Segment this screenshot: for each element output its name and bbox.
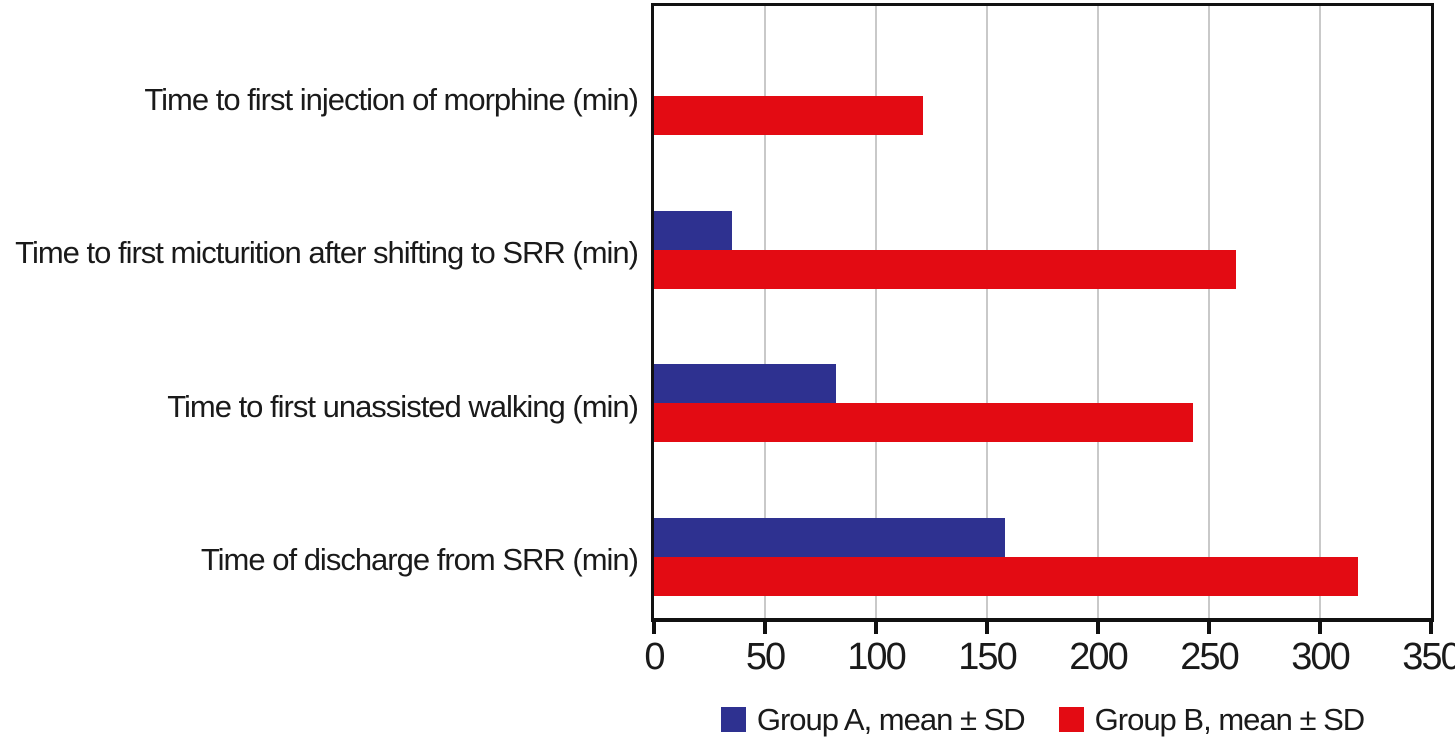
- legend-label-group-a: Group A, mean ± SD: [756, 701, 1026, 737]
- legend-swatch-group-a: [720, 706, 746, 732]
- bar-series-group-b-row-3: [654, 403, 1194, 443]
- x-axis-ticks: [652, 622, 1433, 636]
- tick-label-250: 250: [1180, 636, 1239, 678]
- category-label-1: Time to first injection of morphine (min…: [144, 81, 639, 117]
- category-label-2: Time to first micturition after shifting…: [15, 235, 639, 271]
- bar-group-row-3: [654, 364, 1431, 443]
- tick-mark-100: [873, 622, 878, 634]
- tick-mark-350: [1429, 622, 1433, 634]
- category-label-3: Time to first unassisted walking (min): [167, 388, 639, 424]
- tick-mark-200: [1095, 622, 1100, 634]
- legend-item-group-a: Group A, mean ± SD: [720, 701, 1026, 737]
- tick-label-300: 300: [1291, 636, 1350, 678]
- tick-mark-250: [1207, 622, 1211, 634]
- legend-item-group-b: Group B, mean ± SD: [1058, 701, 1366, 737]
- x-axis-tick-labels: 0 50 100 150 200 250 300 350: [644, 636, 1455, 682]
- gridline-x-200: [1097, 6, 1099, 618]
- tick-label-50: 50: [745, 636, 786, 678]
- gridline-x-50: [764, 6, 766, 618]
- gridline-x-300: [1319, 6, 1321, 618]
- bar-series-group-b-row-4: [654, 556, 1358, 596]
- tick-mark-150: [985, 622, 989, 634]
- category-labels: Time to first injection of morphine (min…: [0, 3, 639, 622]
- bar-series-group-a-row-2: [654, 210, 732, 250]
- plot-inner: [654, 6, 1431, 618]
- tick-label-350: 350: [1402, 636, 1455, 678]
- tick-label-150: 150: [958, 636, 1017, 678]
- bar-group-row-4: [654, 517, 1431, 596]
- bar-series-group-b-row-2: [654, 249, 1236, 289]
- legend-swatch-group-b: [1058, 706, 1084, 732]
- tick-label-200: 200: [1069, 636, 1128, 678]
- gridline-x-150: [986, 6, 988, 618]
- bar-series-group-b-row-1: [654, 96, 923, 135]
- tick-label-100: 100: [847, 636, 906, 678]
- gridline-x-250: [1208, 6, 1210, 618]
- category-label-4: Time of discharge from SRR (min): [200, 542, 639, 578]
- plot-area: [651, 3, 1434, 622]
- bar-group-row-2: [654, 210, 1431, 289]
- gridline-x-100: [875, 6, 877, 618]
- bar-series-group-a-row-3: [654, 364, 837, 404]
- bar-group-row-1: [654, 57, 1431, 135]
- bar-series-group-a-row-4: [654, 517, 1005, 557]
- legend-label-group-b: Group B, mean ± SD: [1094, 701, 1366, 737]
- tick-mark-50: [762, 622, 767, 634]
- tick-label-0: 0: [644, 636, 665, 678]
- chart-legend: Group A, mean ± SD Group B, mean ± SD: [651, 700, 1434, 738]
- tick-mark-300: [1318, 622, 1322, 634]
- tick-mark-0: [652, 622, 656, 634]
